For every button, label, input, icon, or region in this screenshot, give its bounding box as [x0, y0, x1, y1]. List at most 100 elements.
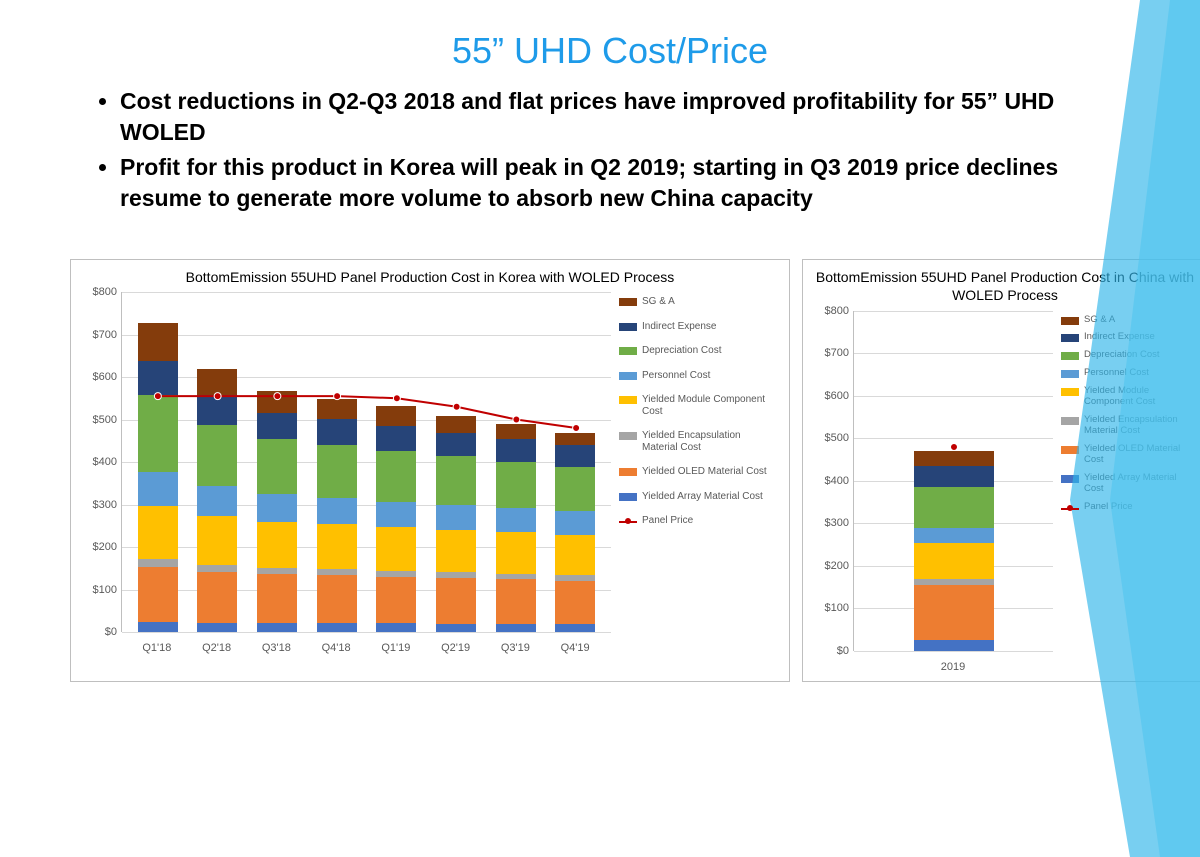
legend-swatch	[1061, 388, 1079, 396]
bar-segment-array_material	[257, 623, 297, 632]
legend-item-indirect: Indirect Expense	[619, 321, 769, 333]
plot-area: $0$100$200$300$400$500$600$700$800Q1'18Q…	[77, 292, 611, 654]
x-tick-label: 2019	[913, 661, 993, 673]
x-tick-label: Q1'18	[137, 642, 177, 654]
legend-label: Indirect Expense	[1084, 332, 1155, 343]
legend-item-module_component: Yielded Module Component Cost	[1061, 386, 1181, 408]
legend-label: Yielded OLED Material Cost	[1084, 444, 1181, 466]
legend-label: Yielded Module Component Cost	[1084, 386, 1181, 408]
bar-segment-module_component	[257, 522, 297, 568]
legend-swatch	[619, 517, 637, 527]
bar-segment-sga	[496, 424, 536, 439]
bar-segment-indirect	[138, 361, 178, 395]
bar	[138, 323, 178, 632]
legend-item-panel_price: Panel Price	[619, 515, 769, 527]
bar-segment-indirect	[197, 395, 237, 425]
bar-segment-indirect	[914, 466, 994, 487]
chart-title: BottomEmission 55UHD Panel Production Co…	[77, 268, 783, 286]
legend-label: Panel Price	[642, 515, 693, 527]
x-tick-label: Q3'18	[256, 642, 296, 654]
legend-label: Depreciation Cost	[642, 345, 721, 357]
bar-segment-depreciation	[914, 487, 994, 527]
y-tick-label: $0	[837, 645, 849, 657]
bar-segment-personnel	[376, 502, 416, 528]
legend-label: Personnel Cost	[1084, 368, 1149, 379]
legend-swatch	[1061, 317, 1079, 325]
bar-segment-module_component	[436, 530, 476, 573]
bar-segment-module_component	[376, 527, 416, 571]
bar-segment-personnel	[257, 494, 297, 522]
bar-segment-oled_material	[257, 574, 297, 623]
legend-item-sga: SG & A	[1061, 315, 1181, 326]
legend-swatch	[619, 347, 637, 355]
bar-segment-oled_material	[376, 577, 416, 624]
bar-segment-oled_material	[317, 575, 357, 623]
legend-label: Yielded Array Material Cost	[1084, 473, 1181, 495]
bar	[257, 391, 297, 632]
bar-segment-depreciation	[317, 445, 357, 498]
charts-row: BottomEmission 55UHD Panel Production Co…	[60, 259, 1160, 681]
y-tick-label: $500	[93, 414, 117, 426]
bar-segment-module_component	[138, 506, 178, 559]
bar-segment-oled_material	[914, 585, 994, 640]
legend-swatch	[1061, 475, 1079, 483]
legend-swatch	[1061, 504, 1079, 514]
bullet-list: Cost reductions in Q2-Q3 2018 and flat p…	[60, 86, 1160, 214]
bar-segment-oled_material	[436, 578, 476, 624]
legend-label: SG & A	[642, 296, 675, 308]
bar-segment-depreciation	[376, 451, 416, 502]
y-tick-label: $800	[825, 305, 849, 317]
bar-segment-sga	[257, 391, 297, 412]
legend-item-indirect: Indirect Expense	[1061, 332, 1181, 343]
bar-segment-module_component	[555, 535, 595, 575]
bar	[496, 424, 536, 632]
bar-segment-sga	[436, 416, 476, 433]
x-tick-label: Q4'18	[316, 642, 356, 654]
bar-segment-personnel	[317, 498, 357, 524]
slide: 55” UHD Cost/Price Cost reductions in Q2…	[0, 0, 1200, 702]
bar-segment-oled_material	[138, 567, 178, 622]
bar	[317, 399, 357, 632]
bar-segment-sga	[138, 323, 178, 361]
y-tick-label: $400	[93, 456, 117, 468]
bar-segment-array_material	[496, 624, 536, 633]
bar-segment-oled_material	[197, 572, 237, 623]
bar-segment-indirect	[436, 433, 476, 456]
legend-label: Yielded Encapsulation Material Cost	[1084, 415, 1181, 437]
y-tick-label: $300	[825, 517, 849, 529]
x-tick-label: Q2'19	[436, 642, 476, 654]
legend-swatch	[619, 298, 637, 306]
bar	[436, 416, 476, 633]
legend-item-personnel: Personnel Cost	[619, 370, 769, 382]
y-tick-label: $600	[825, 390, 849, 402]
legend: SG & A Indirect Expense Depreciation Cost P…	[611, 292, 771, 654]
bar-segment-personnel	[197, 486, 237, 516]
legend-swatch	[619, 468, 637, 476]
bar-segment-personnel	[138, 472, 178, 506]
bar-segment-indirect	[317, 419, 357, 445]
bar-segment-array_material	[138, 622, 178, 633]
legend-swatch	[619, 493, 637, 501]
legend-item-depreciation: Depreciation Cost	[1061, 350, 1181, 361]
bar-segment-personnel	[914, 528, 994, 543]
y-tick-label: $100	[93, 584, 117, 596]
legend-item-oled_material: Yielded OLED Material Cost	[619, 466, 769, 478]
bar-segment-sga	[317, 399, 357, 419]
x-tick-label: Q4'19	[555, 642, 595, 654]
legend-item-encapsulation: Yielded Encapsulation Material Cost	[1061, 415, 1181, 437]
bar-segment-indirect	[555, 445, 595, 466]
bar-segment-depreciation	[436, 456, 476, 505]
legend-swatch	[619, 396, 637, 404]
y-tick-label: $500	[825, 432, 849, 444]
bar-segment-depreciation	[555, 467, 595, 512]
legend-label: Depreciation Cost	[1084, 350, 1160, 361]
legend-item-panel_price: Panel Price	[1061, 502, 1181, 514]
legend-swatch	[1061, 334, 1079, 342]
bar-segment-oled_material	[555, 581, 595, 624]
bar-segment-array_material	[436, 624, 476, 633]
y-tick-label: $200	[93, 541, 117, 553]
legend-swatch	[1061, 370, 1079, 378]
legend: SG & A Indirect Expense Depreciation Cost P…	[1053, 311, 1183, 673]
y-tick-label: $800	[93, 286, 117, 298]
bar-segment-array_material	[914, 640, 994, 651]
